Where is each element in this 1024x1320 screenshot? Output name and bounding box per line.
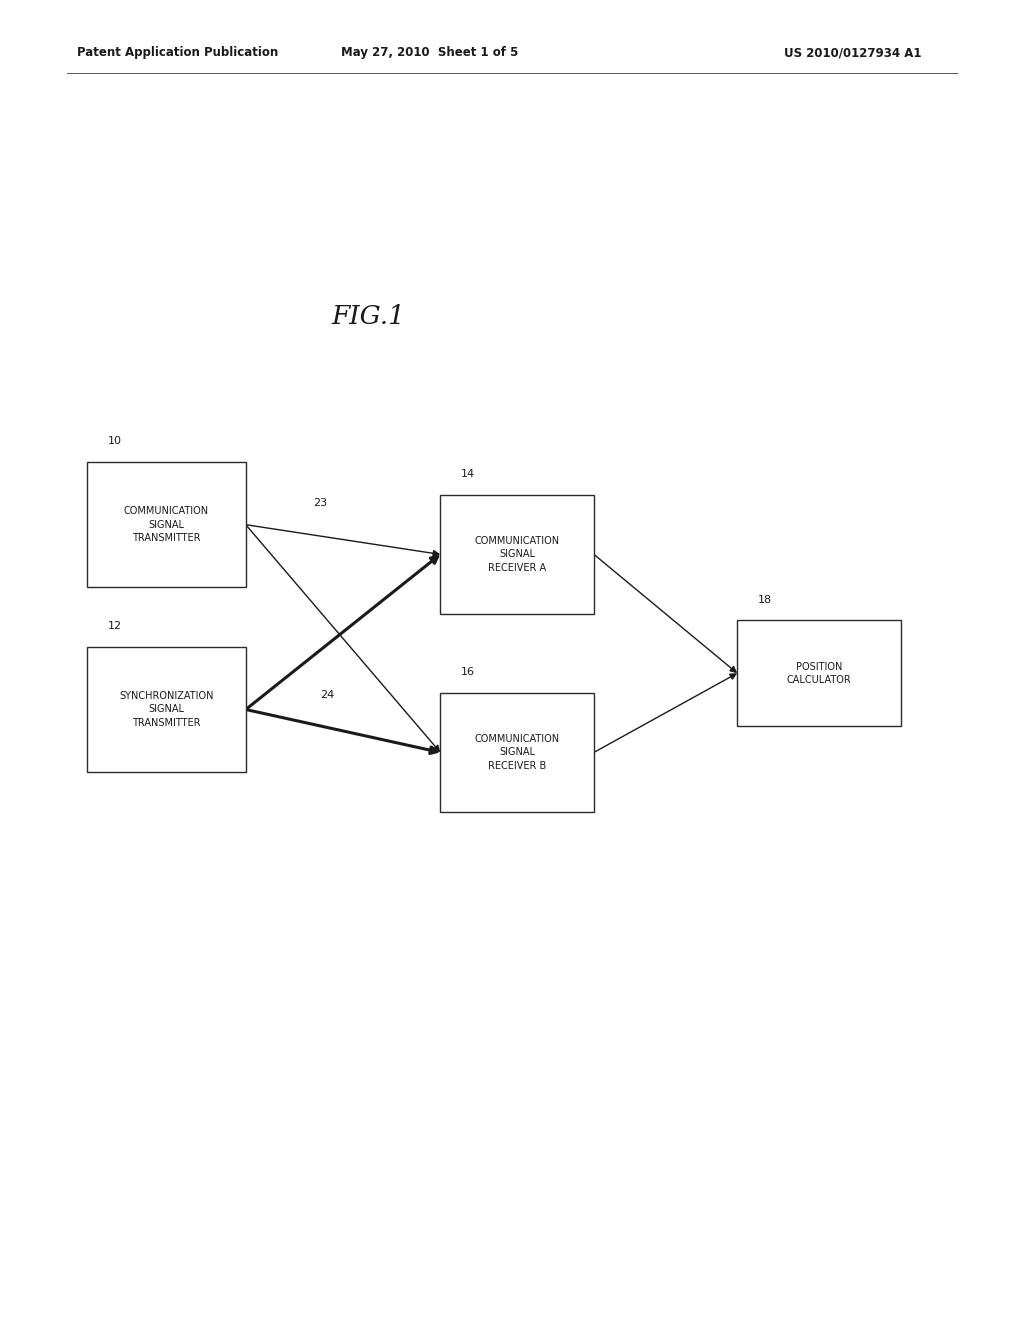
Text: US 2010/0127934 A1: US 2010/0127934 A1 [784, 46, 922, 59]
Bar [737, 620, 901, 726]
Bar [87, 462, 246, 587]
Text: POSITION
CALCULATOR: POSITION CALCULATOR [786, 661, 852, 685]
Text: 14: 14 [461, 469, 475, 479]
Text: 10: 10 [108, 436, 122, 446]
Text: May 27, 2010  Sheet 1 of 5: May 27, 2010 Sheet 1 of 5 [341, 46, 519, 59]
Text: 24: 24 [321, 689, 335, 700]
Text: COMMUNICATION
SIGNAL
TRANSMITTER: COMMUNICATION SIGNAL TRANSMITTER [124, 507, 209, 543]
Bar [440, 693, 594, 812]
Text: 23: 23 [312, 498, 327, 508]
Text: COMMUNICATION
SIGNAL
RECEIVER B: COMMUNICATION SIGNAL RECEIVER B [474, 734, 560, 771]
Text: Patent Application Publication: Patent Application Publication [77, 46, 279, 59]
Text: SYNCHRONIZATION
SIGNAL
TRANSMITTER: SYNCHRONIZATION SIGNAL TRANSMITTER [119, 692, 214, 727]
Bar [440, 495, 594, 614]
Text: 16: 16 [461, 667, 475, 677]
Text: 18: 18 [758, 594, 772, 605]
Text: COMMUNICATION
SIGNAL
RECEIVER A: COMMUNICATION SIGNAL RECEIVER A [474, 536, 560, 573]
Text: 12: 12 [108, 620, 122, 631]
Bar [87, 647, 246, 772]
Text: FIG.1: FIG.1 [332, 305, 406, 329]
